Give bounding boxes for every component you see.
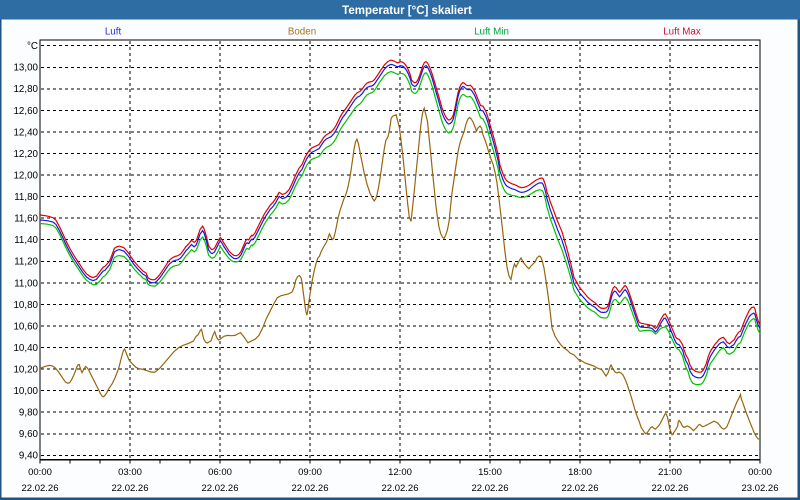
svg-text:00:00: 00:00 xyxy=(28,467,52,478)
svg-text:11,40: 11,40 xyxy=(14,235,38,246)
svg-text:15:00: 15:00 xyxy=(478,467,502,478)
svg-text:°C: °C xyxy=(27,41,38,52)
svg-text:10,60: 10,60 xyxy=(13,321,38,332)
svg-text:22.02.26: 22.02.26 xyxy=(292,483,329,494)
svg-text:22.02.26: 22.02.26 xyxy=(22,483,59,494)
svg-text:03:00: 03:00 xyxy=(118,467,142,478)
svg-text:00:00: 00:00 xyxy=(748,467,772,478)
svg-text:10,20: 10,20 xyxy=(13,365,38,376)
svg-text:13,00: 13,00 xyxy=(13,63,38,74)
svg-text:22.02.26: 22.02.26 xyxy=(652,483,689,494)
svg-text:22.02.26: 22.02.26 xyxy=(202,483,239,494)
svg-text:11,20: 11,20 xyxy=(14,257,38,268)
svg-text:10,00: 10,00 xyxy=(13,386,38,397)
svg-text:22.02.26: 22.02.26 xyxy=(472,483,509,494)
svg-text:12,00: 12,00 xyxy=(13,171,38,182)
svg-text:11,00: 11,00 xyxy=(14,278,38,289)
svg-text:12,80: 12,80 xyxy=(13,84,38,95)
svg-text:22.02.26: 22.02.26 xyxy=(112,483,149,494)
svg-text:10,40: 10,40 xyxy=(13,343,38,354)
svg-text:11,80: 11,80 xyxy=(14,192,38,203)
svg-text:22.02.26: 22.02.26 xyxy=(562,483,599,494)
svg-text:9,80: 9,80 xyxy=(19,408,39,419)
svg-text:11,60: 11,60 xyxy=(14,214,38,225)
svg-text:22.02.26: 22.02.26 xyxy=(382,483,419,494)
svg-text:09:00: 09:00 xyxy=(298,467,322,478)
svg-text:Luft Max: Luft Max xyxy=(663,27,701,38)
svg-text:9,40: 9,40 xyxy=(19,451,39,462)
svg-text:12,40: 12,40 xyxy=(13,127,38,138)
svg-text:21:00: 21:00 xyxy=(658,467,682,478)
svg-text:12,20: 12,20 xyxy=(13,149,38,160)
svg-text:Luft Min: Luft Min xyxy=(474,27,509,38)
svg-text:9,60: 9,60 xyxy=(19,429,39,440)
svg-text:10,80: 10,80 xyxy=(13,300,38,311)
svg-text:18:00: 18:00 xyxy=(568,467,592,478)
svg-text:06:00: 06:00 xyxy=(208,467,232,478)
svg-text:Luft: Luft xyxy=(105,27,122,38)
svg-text:Temperatur [°C] skaliert: Temperatur [°C] skaliert xyxy=(342,5,472,17)
svg-text:12:00: 12:00 xyxy=(388,467,412,478)
svg-text:Boden: Boden xyxy=(288,27,316,38)
svg-text:23.02.26: 23.02.26 xyxy=(742,483,779,494)
svg-text:12,60: 12,60 xyxy=(13,106,38,117)
